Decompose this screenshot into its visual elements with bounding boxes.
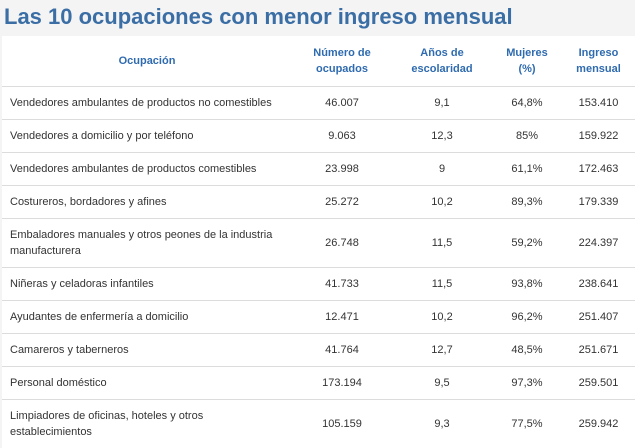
- page-title: Las 10 ocupaciones con menor ingreso men…: [0, 0, 635, 36]
- occupation-cell: Embaladores manuales y otros peones de l…: [2, 219, 292, 268]
- occupation-cell: Camareros y taberneros: [2, 334, 292, 367]
- value-cell: 41.764: [292, 334, 392, 367]
- value-cell: 93,8%: [492, 268, 562, 301]
- value-cell: 85%: [492, 120, 562, 153]
- value-cell: 96,2%: [492, 301, 562, 334]
- occupation-cell: Vendedores ambulantes de productos comes…: [2, 153, 292, 186]
- value-cell: 48,5%: [492, 334, 562, 367]
- value-cell: 251.671: [562, 334, 635, 367]
- occupation-cell: Limpiadores de oficinas, hoteles y otros…: [2, 400, 292, 448]
- value-cell: 26.748: [292, 219, 392, 268]
- occupation-cell: Costureros, bordadores y afines: [2, 186, 292, 219]
- value-cell: 10,2: [392, 301, 492, 334]
- table-row: Limpiadores de oficinas, hoteles y otros…: [2, 400, 635, 448]
- column-header: Ingreso mensual: [562, 36, 635, 87]
- table-row: Vendedores ambulantes de productos comes…: [2, 153, 635, 186]
- value-cell: 9: [392, 153, 492, 186]
- value-cell: 11,5: [392, 268, 492, 301]
- value-cell: 172.463: [562, 153, 635, 186]
- value-cell: 105.159: [292, 400, 392, 448]
- column-header: Mujeres (%): [492, 36, 562, 87]
- table-row: Vendedores ambulantes de productos no co…: [2, 87, 635, 120]
- value-cell: 89,3%: [492, 186, 562, 219]
- column-header: Ocupación: [2, 36, 292, 87]
- column-header: Años de escolaridad: [392, 36, 492, 87]
- value-cell: 46.007: [292, 87, 392, 120]
- occupation-cell: Ayudantes de enfermería a domicilio: [2, 301, 292, 334]
- occupation-cell: Vendedores ambulantes de productos no co…: [2, 87, 292, 120]
- value-cell: 12.471: [292, 301, 392, 334]
- value-cell: 9.063: [292, 120, 392, 153]
- value-cell: 259.501: [562, 367, 635, 400]
- value-cell: 23.998: [292, 153, 392, 186]
- value-cell: 11,5: [392, 219, 492, 268]
- column-header: Número de ocupados: [292, 36, 392, 87]
- value-cell: 159.922: [562, 120, 635, 153]
- occupation-cell: Niñeras y celadoras infantiles: [2, 268, 292, 301]
- value-cell: 25.272: [292, 186, 392, 219]
- value-cell: 77,5%: [492, 400, 562, 448]
- value-cell: 12,3: [392, 120, 492, 153]
- occupation-cell: Personal doméstico: [2, 367, 292, 400]
- value-cell: 259.942: [562, 400, 635, 448]
- value-cell: 64,8%: [492, 87, 562, 120]
- value-cell: 153.410: [562, 87, 635, 120]
- value-cell: 61,1%: [492, 153, 562, 186]
- value-cell: 179.339: [562, 186, 635, 219]
- value-cell: 238.641: [562, 268, 635, 301]
- value-cell: 224.397: [562, 219, 635, 268]
- value-cell: 41.733: [292, 268, 392, 301]
- value-cell: 59,2%: [492, 219, 562, 268]
- value-cell: 173.194: [292, 367, 392, 400]
- value-cell: 9,5: [392, 367, 492, 400]
- table-row: Embaladores manuales y otros peones de l…: [2, 219, 635, 268]
- table-body: Vendedores ambulantes de productos no co…: [2, 87, 635, 448]
- value-cell: 12,7: [392, 334, 492, 367]
- value-cell: 10,2: [392, 186, 492, 219]
- value-cell: 9,3: [392, 400, 492, 448]
- value-cell: 251.407: [562, 301, 635, 334]
- value-cell: 97,3%: [492, 367, 562, 400]
- value-cell: 9,1: [392, 87, 492, 120]
- occupation-cell: Vendedores a domicilio y por teléfono: [2, 120, 292, 153]
